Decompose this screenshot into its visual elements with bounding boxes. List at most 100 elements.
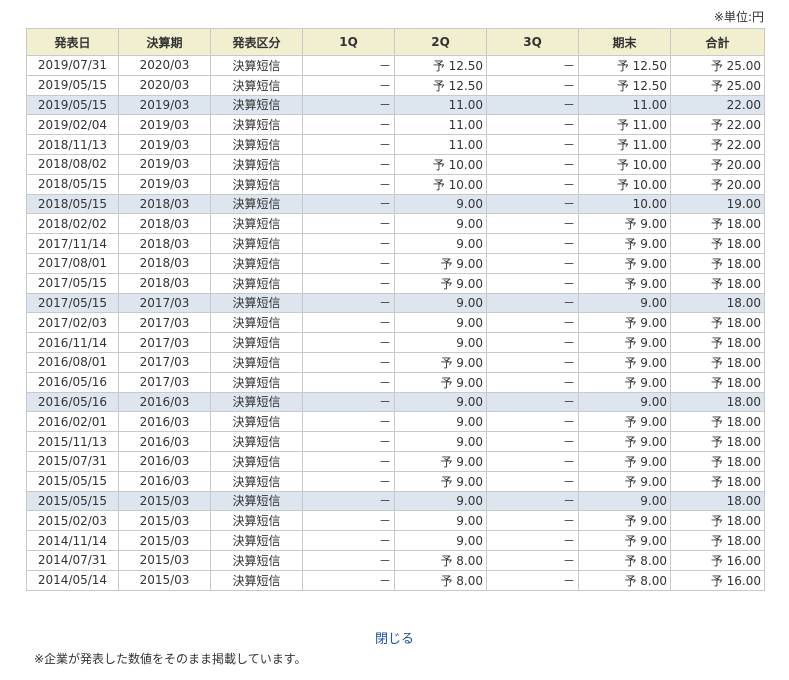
cell-period: 2018/03 <box>118 233 211 254</box>
table-row: 2014/11/14 2015/03 決算短信－ 9.00 －予 9.00 予 18.00 <box>26 530 765 551</box>
cell-period: 2016/03 <box>118 450 211 472</box>
cell-date: 2018/02/02 <box>26 213 119 235</box>
cell-date: 2015/11/13 <box>26 431 119 452</box>
cell-period: 2015/03 <box>118 490 211 512</box>
cell-q1: － <box>302 431 395 452</box>
cell-type: 決算短信 <box>210 351 303 373</box>
cell-type: 決算短信 <box>210 490 303 512</box>
cell-year-end: 予 9.00 <box>578 272 671 294</box>
cell-period: 2019/03 <box>118 134 211 155</box>
header-type: 発表区分 <box>210 28 303 56</box>
cell-q2: 予 10.00 <box>394 173 487 195</box>
cell-date: 2014/11/14 <box>26 530 119 551</box>
cell-type: 決算短信 <box>210 411 303 433</box>
cell-type: 決算短信 <box>210 569 303 591</box>
cell-type: 決算短信 <box>210 470 303 492</box>
cell-q3: － <box>486 213 579 235</box>
table-row: 2016/02/01 2016/03 決算短信－ 9.00 －予 9.00 予 18.00 <box>26 411 765 433</box>
cell-period: 2017/03 <box>118 332 211 353</box>
table-row: 2018/11/13 2019/03 決算短信－ 11.00 －予 11.00 予 22.… <box>26 134 765 155</box>
cell-q3: － <box>486 252 579 274</box>
table-row: 2014/05/14 2015/03 決算短信－予 8.00 －予 8.00 予 16.… <box>26 569 765 591</box>
cell-period: 2015/03 <box>118 549 211 571</box>
cell-period: 2020/03 <box>118 55 211 76</box>
cell-q1: － <box>302 450 395 472</box>
cell-q1: － <box>302 391 395 413</box>
cell-period: 2015/03 <box>118 510 211 532</box>
cell-q2: 予 12.50 <box>394 55 487 76</box>
cell-period: 2015/03 <box>118 569 211 591</box>
cell-year-end: 9.00 <box>578 391 671 413</box>
table-row: 2016/05/16 2016/03 決算短信－ 9.00 － 9.00 18.00 <box>26 391 765 413</box>
cell-date: 2018/08/02 <box>26 153 119 175</box>
cell-q1: － <box>302 411 395 433</box>
cell-q3: － <box>486 312 579 334</box>
table-row: 2015/02/03 2015/03 決算短信－ 9.00 －予 9.00 予 18.00 <box>26 510 765 532</box>
cell-q2: 9.00 <box>394 312 487 334</box>
cell-type: 決算短信 <box>210 530 303 551</box>
cell-q1: － <box>302 510 395 532</box>
cell-type: 決算短信 <box>210 213 303 235</box>
cell-q3: － <box>486 470 579 492</box>
cell-period: 2019/03 <box>118 173 211 195</box>
cell-year-end: 予 9.00 <box>578 510 671 532</box>
cell-type: 決算短信 <box>210 173 303 195</box>
cell-year-end: 予 9.00 <box>578 351 671 373</box>
cell-type: 決算短信 <box>210 371 303 393</box>
cell-date: 2014/05/14 <box>26 569 119 591</box>
cell-q2: 9.00 <box>394 233 487 254</box>
cell-year-end: 予 9.00 <box>578 411 671 433</box>
cell-q3: － <box>486 549 579 571</box>
cell-q2: 予 9.00 <box>394 272 487 294</box>
cell-type: 決算短信 <box>210 272 303 294</box>
cell-period: 2016/03 <box>118 391 211 413</box>
cell-date: 2018/05/15 <box>26 173 119 195</box>
cell-total: 予 18.00 <box>670 431 765 452</box>
cell-year-end: 予 9.00 <box>578 312 671 334</box>
cell-q1: － <box>302 569 395 591</box>
cell-total: 予 16.00 <box>670 549 765 571</box>
footnote: ※企業が発表した数値をそのまま掲載しています。 <box>34 652 307 666</box>
cell-period: 2017/03 <box>118 292 211 314</box>
cell-q1: － <box>302 312 395 334</box>
cell-date: 2019/02/04 <box>26 114 119 136</box>
cell-q2: 9.00 <box>394 332 487 353</box>
cell-total: 予 18.00 <box>670 371 765 393</box>
cell-date: 2017/02/03 <box>26 312 119 334</box>
cell-year-end: 予 10.00 <box>578 153 671 175</box>
table-row: 2015/11/13 2016/03 決算短信－ 9.00 －予 9.00 予 18.00 <box>26 431 765 452</box>
table-row: 2017/08/01 2018/03 決算短信－予 9.00 －予 9.00 予 18.… <box>26 252 765 274</box>
cell-q2: 予 9.00 <box>394 450 487 472</box>
cell-q3: － <box>486 292 579 314</box>
cell-q3: － <box>486 371 579 393</box>
cell-q1: － <box>302 114 395 136</box>
cell-year-end: 予 9.00 <box>578 332 671 353</box>
cell-date: 2016/02/01 <box>26 411 119 433</box>
cell-q2: 9.00 <box>394 391 487 413</box>
cell-period: 2019/03 <box>118 114 211 136</box>
cell-q1: － <box>302 213 395 235</box>
cell-q1: － <box>302 470 395 492</box>
header-q1: 1Q <box>302 28 395 56</box>
cell-total: 予 18.00 <box>670 351 765 373</box>
cell-type: 決算短信 <box>210 114 303 136</box>
cell-q2: 9.00 <box>394 510 487 532</box>
cell-q1: － <box>302 490 395 512</box>
cell-total: 予 18.00 <box>670 233 765 254</box>
cell-period: 2017/03 <box>118 351 211 373</box>
cell-q1: － <box>302 74 395 96</box>
cell-q3: － <box>486 55 579 76</box>
cell-period: 2017/03 <box>118 371 211 393</box>
cell-type: 決算短信 <box>210 312 303 334</box>
cell-type: 決算短信 <box>210 94 303 116</box>
cell-year-end: 予 9.00 <box>578 233 671 254</box>
cell-q3: － <box>486 411 579 433</box>
cell-type: 決算短信 <box>210 252 303 274</box>
cell-date: 2015/02/03 <box>26 510 119 532</box>
cell-q2: 予 8.00 <box>394 569 487 591</box>
cell-q2: 9.00 <box>394 530 487 551</box>
cell-period: 2018/03 <box>118 252 211 274</box>
cell-q3: － <box>486 510 579 532</box>
cell-date: 2016/05/16 <box>26 371 119 393</box>
close-link[interactable]: 閉じる <box>374 632 414 647</box>
